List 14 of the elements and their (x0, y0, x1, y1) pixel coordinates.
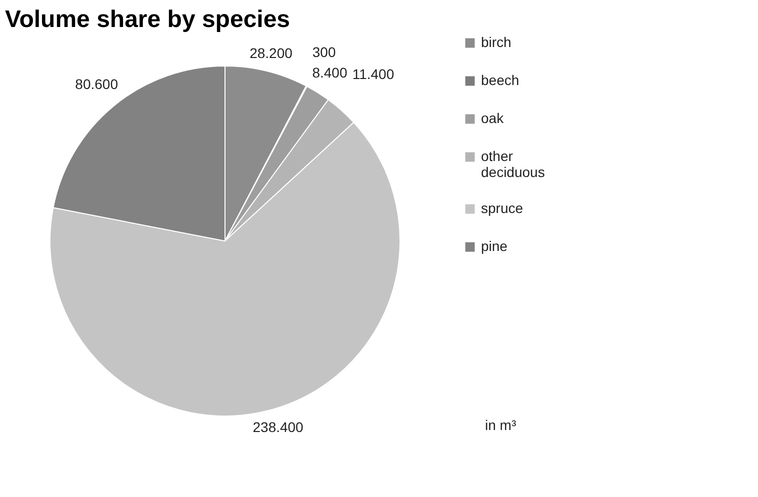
legend-label: other deciduous (481, 148, 545, 180)
data-label: 28.200 (250, 44, 293, 61)
data-label: 238.400 (252, 419, 304, 436)
data-label: 8.400 (312, 64, 348, 81)
legend-label: birch (481, 34, 512, 50)
legend-label: beech (481, 72, 520, 88)
data-label: 300 (312, 44, 336, 60)
data-label: 11.400 (352, 66, 394, 82)
legend-label: spruce (481, 200, 524, 216)
legend-label: pine (481, 238, 508, 254)
legend-label: oak (481, 110, 505, 126)
text: in m³ (485, 417, 516, 433)
data-label: 80.600 (75, 76, 118, 92)
chart-title: Volume share by species (5, 6, 290, 33)
